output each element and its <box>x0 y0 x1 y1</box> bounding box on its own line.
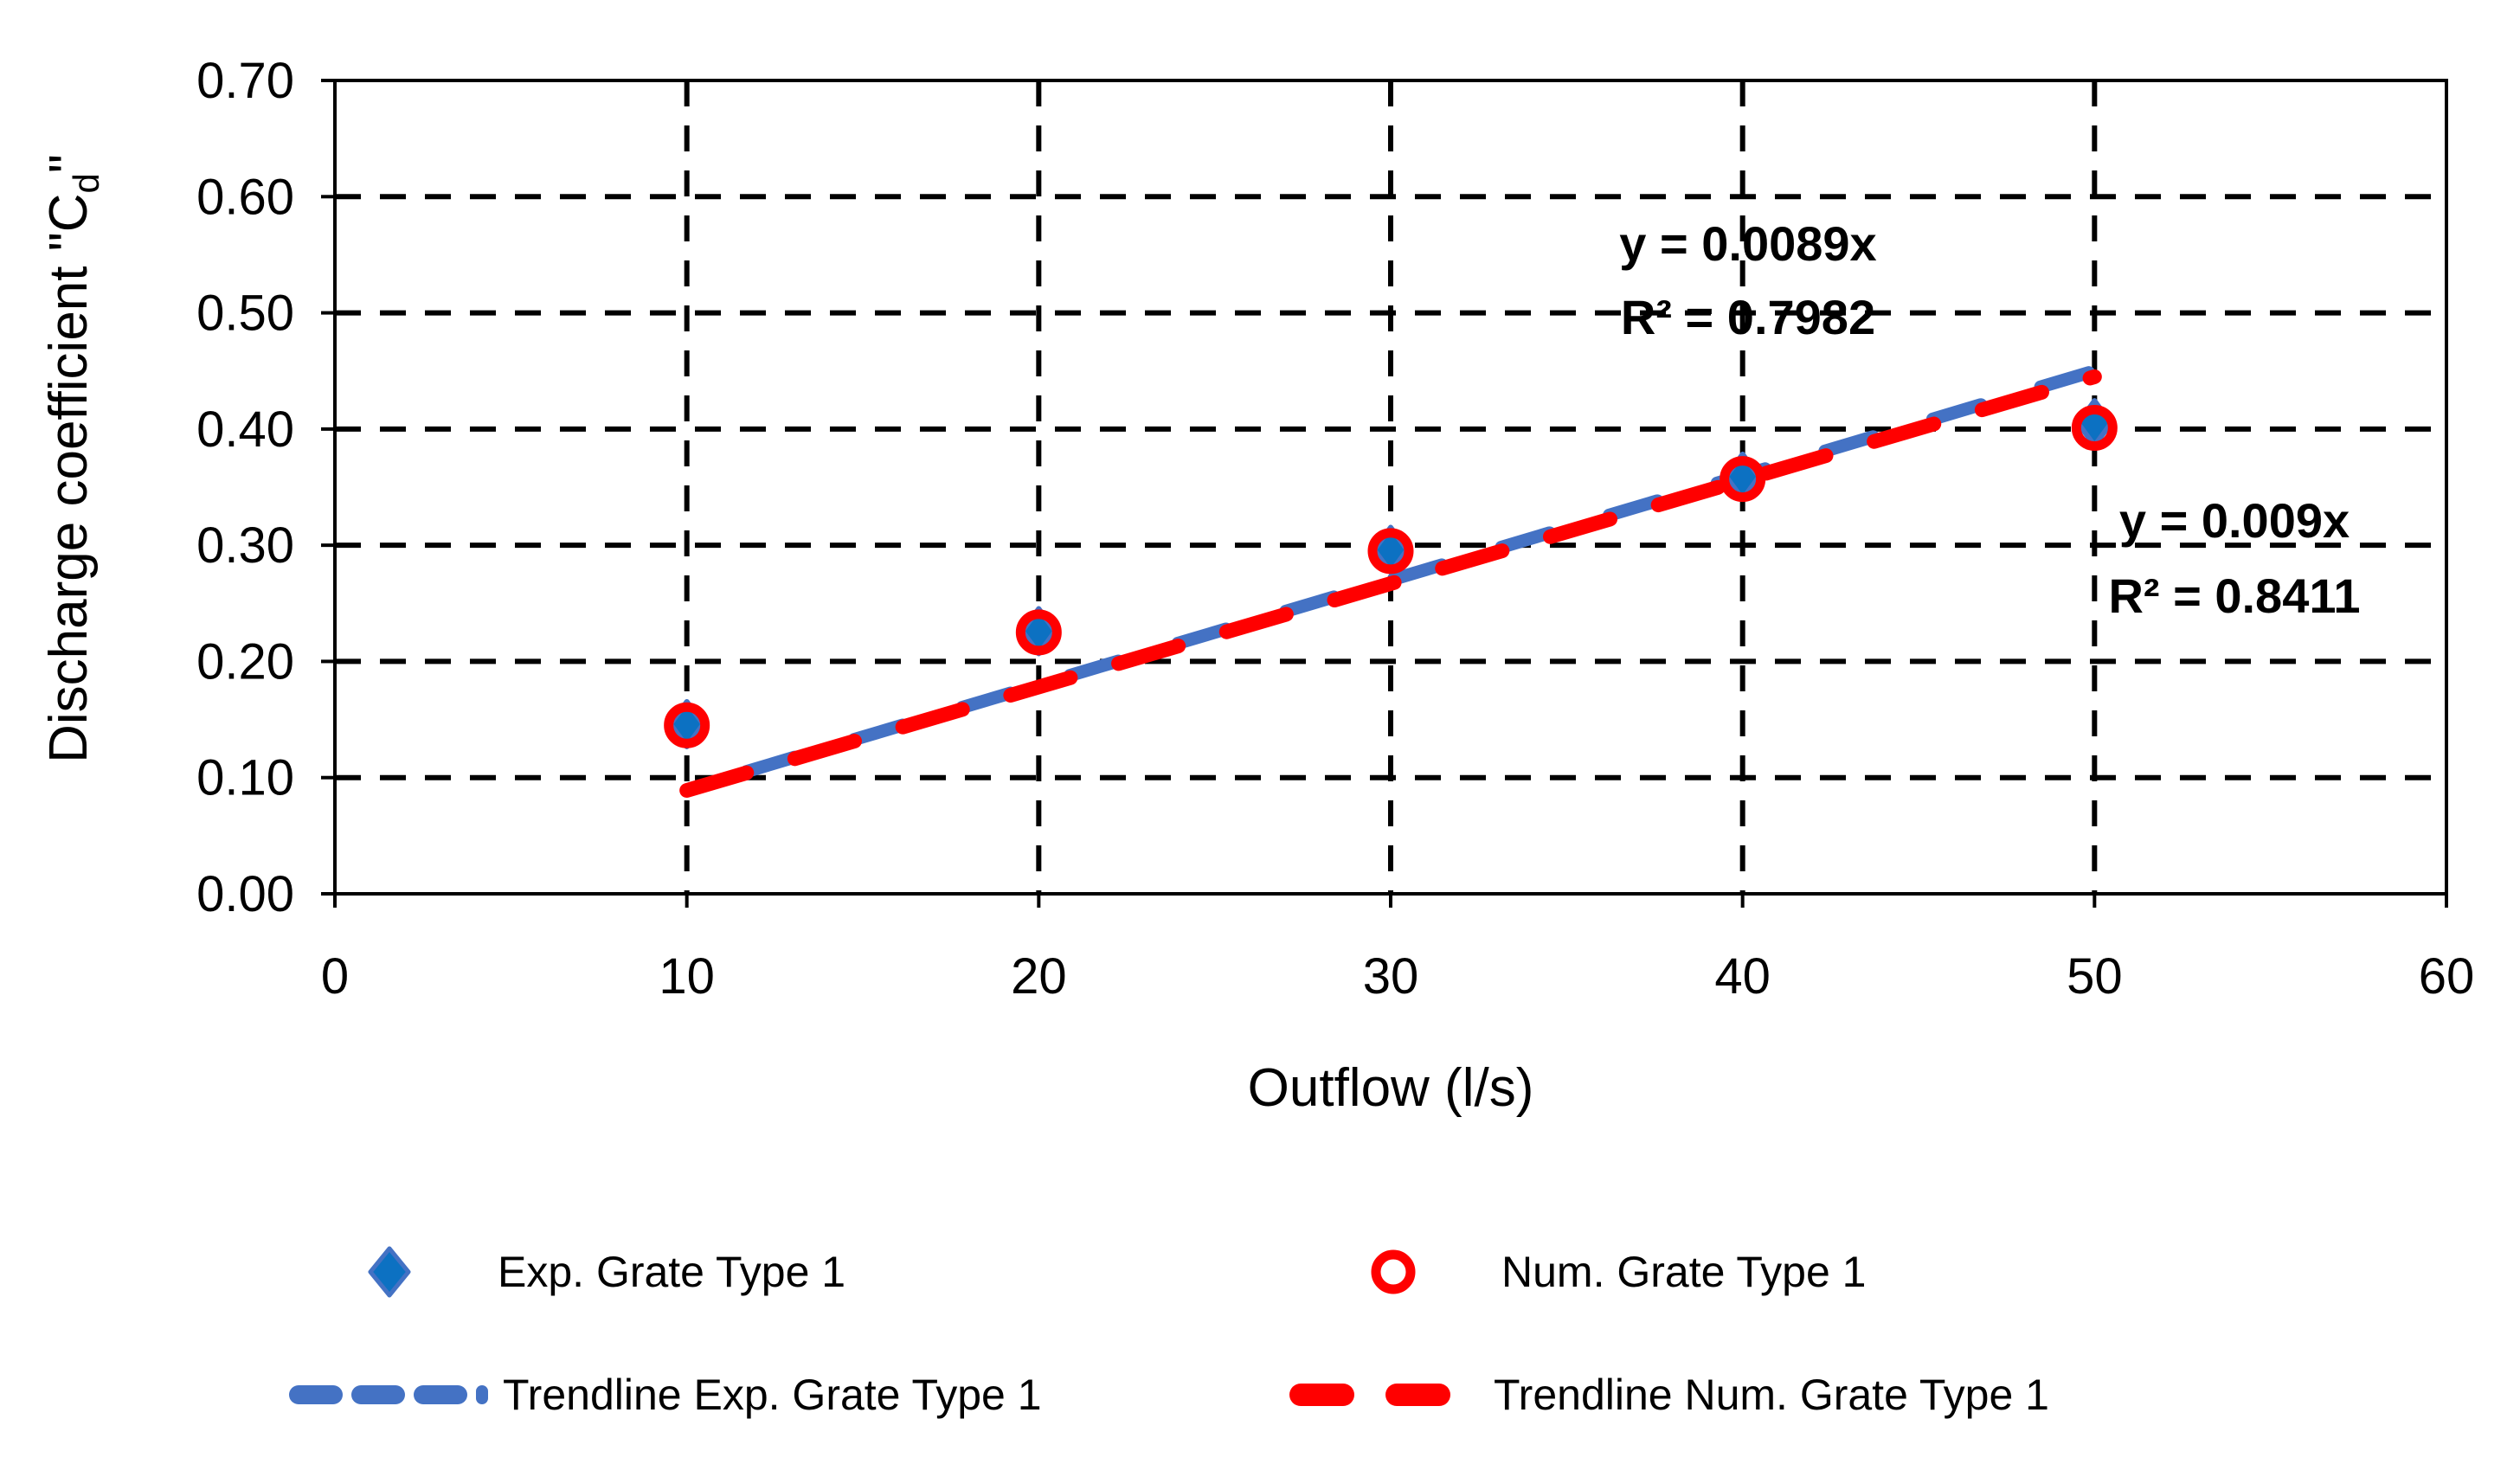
marker-num-circle <box>1367 528 1414 575</box>
annotation-r-squared: R² = 0.8411 <box>2108 568 2360 623</box>
trendlines <box>679 364 2102 798</box>
axis-titles: Outflow (l/s) Discharge coefficient "Cd" <box>39 154 1533 1118</box>
gridlines <box>335 80 2446 894</box>
marker-num-circle <box>1720 456 1766 503</box>
x-tick-label: 0 <box>321 948 349 1005</box>
x-tick-label: 40 <box>1714 948 1771 1005</box>
x-tick-label: 60 <box>2419 948 2475 1005</box>
x-axis-title: Outflow (l/s) <box>1248 1058 1534 1118</box>
y-tick-label: 0.50 <box>196 286 294 342</box>
x-tick-label: 50 <box>2067 948 2123 1005</box>
annotation-r-squared: R² = 0.7982 <box>1621 290 1875 344</box>
annotation-equation: y = 0.0089x <box>1619 216 1876 271</box>
y-tick-label: 0.60 <box>196 169 294 225</box>
data-points <box>664 398 2118 749</box>
marker-num-circle <box>664 702 710 748</box>
x-tick-label: 30 <box>1363 948 1419 1005</box>
y-tick-label: 0.70 <box>196 53 294 109</box>
y-tick-label: 0.10 <box>196 750 294 806</box>
y-axis-title: Discharge coefficient "Cd" <box>39 154 106 763</box>
trendline-equations: y = 0.0089x R² = 0.7982 y = 0.009x R² = 0.8… <box>1619 216 2360 623</box>
x-tick-label: 10 <box>659 948 715 1005</box>
trendline-num <box>679 369 2102 798</box>
x-tick-label: 20 <box>1011 948 1067 1005</box>
marker-num-circle <box>2071 405 2118 452</box>
y-tick-label: 0.40 <box>196 401 294 458</box>
annotation-equation: y = 0.009x <box>2119 493 2350 548</box>
y-tick-label: 0.20 <box>196 633 294 690</box>
axis-ticks <box>321 79 2448 908</box>
y-tick-label: 0.30 <box>196 517 294 574</box>
y-tick-label: 0.00 <box>196 866 294 922</box>
axis-tick-labels: 0 10 20 30 40 50 60 0.00 0.10 0.20 0.30 0.40 0.50 0.6… <box>196 53 2474 1005</box>
marker-num-circle <box>1015 609 1062 656</box>
